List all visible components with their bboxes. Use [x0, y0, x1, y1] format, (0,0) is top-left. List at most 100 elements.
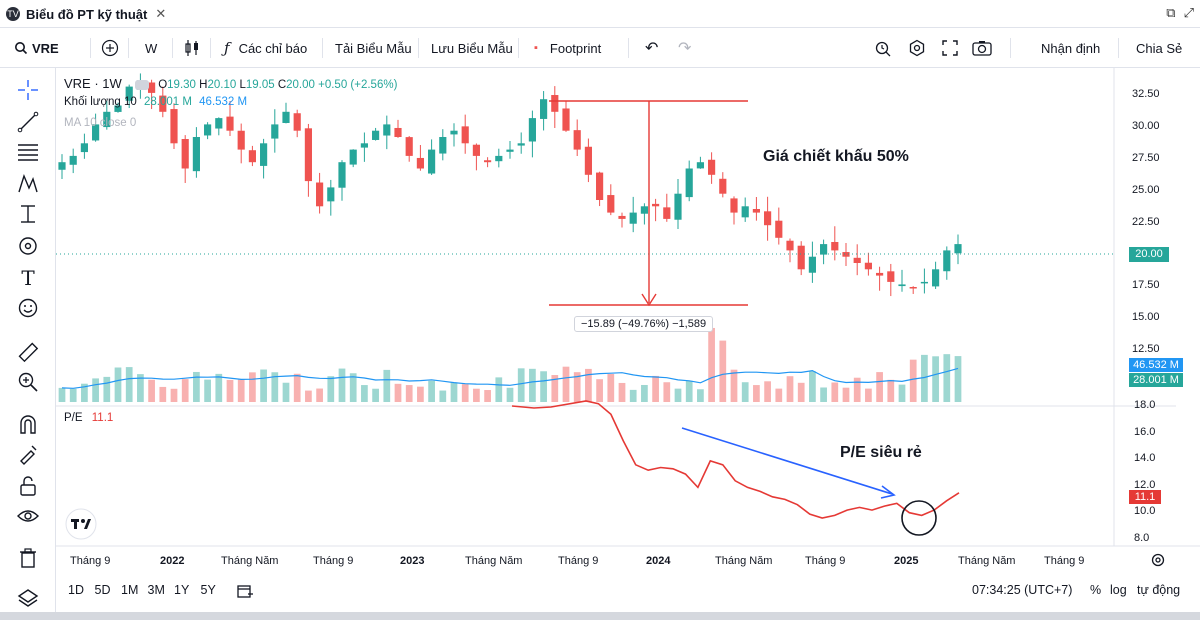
share-button[interactable]: Chia Sẻ	[1136, 40, 1183, 56]
candle-body	[864, 262, 872, 270]
clock-label[interactable]: 07:34:25 (UTC+7)	[972, 583, 1073, 597]
eye-icon[interactable]	[16, 504, 40, 528]
pattern-icon[interactable]	[16, 172, 40, 196]
price-tick-label: 22.50	[1132, 215, 1160, 228]
candle-body	[461, 126, 469, 144]
volume-bar	[853, 377, 861, 402]
interval-button[interactable]: W	[145, 40, 158, 56]
volume-bar	[417, 386, 424, 402]
alert-icon[interactable]	[874, 28, 892, 68]
chart-type-button[interactable]	[184, 28, 200, 68]
chart-area[interactable]: 32.50 30.00 27.50 25.00 22.50 20.00 17.50 15.00…	[56, 68, 1200, 620]
percent-toggle[interactable]: %	[1090, 583, 1102, 597]
chart-tab[interactable]: TV Biểu đồ PT kỹ thuật ✕	[0, 0, 166, 28]
candle-body	[304, 128, 312, 182]
candle-body	[932, 269, 940, 287]
pe-annotation[interactable]: P/E siêu rẻ	[840, 444, 922, 461]
range-button-5y[interactable]: 5Y	[200, 583, 216, 597]
volume-bar	[361, 385, 368, 402]
range-button-1d[interactable]: 1D	[68, 583, 84, 597]
candles-icon	[185, 40, 198, 56]
measure-tool[interactable]	[549, 100, 748, 307]
log-toggle[interactable]: log	[1110, 583, 1127, 597]
tradingview-icon: TV	[6, 7, 20, 21]
settings-icon[interactable]	[908, 28, 926, 68]
close-icon[interactable]: ✕	[155, 6, 167, 21]
pe-legend: P/E 11.1	[64, 412, 113, 424]
trash-icon[interactable]	[16, 546, 40, 570]
candle-body	[876, 272, 884, 276]
chart-canvas[interactable]	[56, 68, 1200, 620]
search-icon	[15, 42, 28, 55]
volume-bar	[125, 367, 133, 402]
time-tick-label: Tháng 9	[70, 555, 111, 567]
zoom-in-icon[interactable]	[16, 370, 40, 394]
date-range-icon[interactable]	[236, 583, 254, 602]
footprint-button[interactable]: ▪ Footprint	[534, 28, 601, 68]
fib-icon[interactable]	[16, 140, 40, 164]
compare-button[interactable]	[101, 28, 119, 68]
redo-icon[interactable]: ↷	[678, 40, 692, 57]
volume-bar	[786, 376, 794, 402]
indicators-button[interactable]: ƒ Các chỉ báo	[224, 28, 307, 68]
discount-annotation[interactable]: Giá chiết khấu 50%	[763, 148, 909, 165]
candle-body	[159, 95, 167, 112]
volume-bar	[921, 354, 928, 402]
camera-icon[interactable]	[972, 28, 992, 68]
lock-drawing-icon[interactable]	[16, 442, 40, 466]
projection-icon[interactable]	[16, 202, 40, 226]
time-tick-label: 2022	[160, 555, 185, 567]
symbol-search-button[interactable]: VRE	[14, 28, 59, 68]
undo-icon[interactable]: ↶	[645, 40, 659, 57]
time-tick-label: Tháng Năm	[715, 555, 773, 567]
range-button-1m[interactable]: 1M	[121, 583, 139, 597]
candle-body	[640, 206, 648, 214]
brush-icon[interactable]	[16, 234, 40, 258]
external-link-icon[interactable]: ⧉	[1166, 5, 1176, 20]
volume-bar	[809, 371, 816, 402]
legend-collapse-icon[interactable]	[135, 79, 149, 90]
layers-icon[interactable]	[16, 586, 40, 610]
ohlc-h-label: H	[199, 79, 208, 91]
volume-bar	[383, 369, 391, 402]
ohlc-close: 20.00	[286, 79, 315, 91]
candle-body	[327, 187, 335, 202]
trend-line-icon[interactable]	[16, 110, 40, 134]
volume-bar	[450, 382, 458, 402]
save-template-button[interactable]: Lưu Biểu Mẫu	[431, 40, 513, 56]
volume-bar	[865, 388, 872, 402]
range-button-1y[interactable]: 1Y	[174, 583, 190, 597]
highlight-circle[interactable]	[901, 500, 937, 536]
magnet-icon[interactable]	[16, 412, 40, 436]
load-template-button[interactable]: Tải Biểu Mẫu	[335, 40, 412, 56]
candle-body	[808, 256, 816, 273]
fullscreen-icon[interactable]	[942, 28, 958, 68]
text-icon[interactable]: T	[21, 266, 35, 290]
range-button-5d[interactable]: 5D	[94, 583, 111, 597]
top-toolbar: VRE W ƒ Các chỉ báo Tải Biểu Mẫu Lưu Biể…	[0, 28, 1200, 68]
candles	[58, 73, 962, 297]
crosshair-icon[interactable]	[16, 78, 40, 102]
auto-toggle[interactable]: tự động	[1137, 583, 1181, 597]
range-button-3m[interactable]: 3M	[147, 583, 165, 597]
emoji-icon[interactable]	[16, 296, 40, 320]
volume-bar	[551, 375, 559, 402]
pe-line	[511, 400, 960, 519]
trend-arrow[interactable]	[681, 427, 896, 499]
volume-bar	[271, 372, 279, 402]
time-tick-label: Tháng 9	[558, 555, 599, 567]
ruler-icon[interactable]	[16, 340, 40, 364]
axis-settings-icon[interactable]	[1150, 552, 1166, 573]
volume-bar	[674, 388, 682, 402]
candle-body	[416, 157, 424, 169]
candle-body	[114, 105, 122, 112]
expand-icon[interactable]: ⤢	[1183, 5, 1194, 20]
candle-body	[125, 86, 133, 101]
candle-body	[775, 220, 783, 238]
ideas-button[interactable]: Nhận định	[1041, 40, 1101, 56]
candle-body	[517, 143, 525, 146]
volume-bar	[753, 385, 760, 402]
lock-icon[interactable]	[16, 474, 40, 498]
candle-body	[584, 146, 592, 175]
volume-legend-value: 28.001 M	[144, 96, 192, 108]
